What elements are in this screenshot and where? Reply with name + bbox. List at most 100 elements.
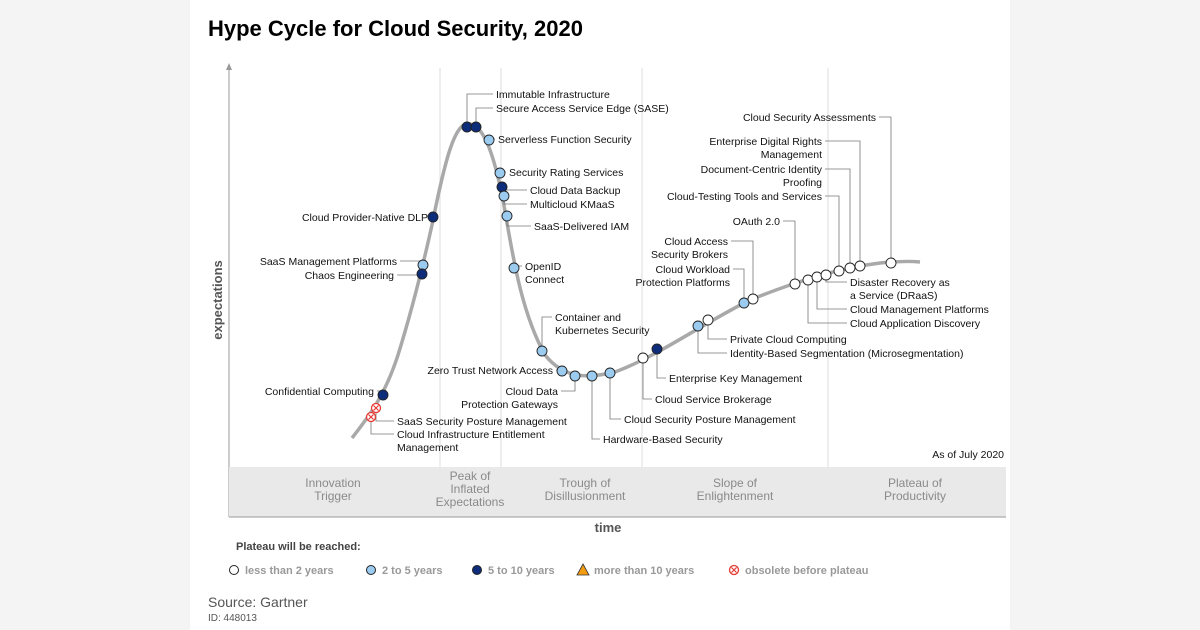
y-axis-arrow-icon [226,63,232,70]
leader-line [807,280,847,324]
chaos-engineering-label: Chaos Engineering [305,270,394,282]
phase-label: Peak of Inflated Expectations [436,469,505,509]
secure-access-service-edge-sase-label: Secure Access Service Edge (SASE) [496,103,669,115]
leader-line [475,107,493,127]
confidential-computing-marker [377,389,389,401]
multicloud-kmaas-label: Multicloud KMaaS [530,199,615,211]
hype-cycle-card [190,0,1010,630]
enterprise-key-management-marker [651,343,663,355]
legend-item-gt10: more than 10 years [576,563,694,577]
openid-connect-label: OpenID Connect [525,261,564,286]
leader-line [370,417,394,435]
enterprise-key-management-label: Enterprise Key Management [669,373,802,385]
as-of-date: As of July 2020 [932,449,1004,461]
leader-line [733,268,745,303]
cloud-management-platforms-label: Cloud Management Platforms [850,304,989,316]
zero-trust-network-access-label: Zero Trust Network Access [428,365,553,377]
cloud-application-discovery-label: Cloud Application Discovery [850,318,981,330]
cloud-data-protection-gateways-label: Cloud Data Protection Gateways [461,386,558,411]
openid-connect-marker [508,262,520,274]
disaster-recovery-as-a-service-draas-label: Disaster Recovery as a Service (DRaaS) [850,277,950,302]
phase-label: Trough of Disillusionment [545,476,626,503]
legend-item-obsolete: obsolete before plateau [728,564,868,577]
circle-icon [229,565,239,575]
legend-label: less than 2 years [245,565,334,577]
legend-item-2to5: 2 to 5 years [366,565,443,577]
leader-line [783,220,796,284]
enterprise-digital-rights-management-marker [854,260,866,272]
cloud-workload-protection-platforms-label: Cloud Workload Protection Platforms [635,264,730,289]
leader-line [825,168,851,268]
cloud-workload-protection-platforms-marker [738,297,750,309]
leader-line [642,358,652,400]
multicloud-kmaas-marker [498,190,510,202]
leader-line [466,93,493,127]
source-text: Source: Gartner [208,594,308,610]
container-and-kubernetes-security-marker [536,345,548,357]
serverless-function-security-marker [483,134,495,146]
legend-heading: Plateau will be reached: [236,541,361,553]
chart-title: Hype Cycle for Cloud Security, 2020 [208,16,583,41]
legend-label: 5 to 10 years [488,565,555,577]
chaos-engineering-marker [416,268,428,280]
triangle-icon [576,563,590,576]
leader-line [825,140,861,266]
leader-line [591,376,600,440]
cloud-data-protection-gateways-marker [569,370,581,382]
legend-label: 2 to 5 years [382,565,443,577]
cloud-service-brokerage-marker [637,352,649,364]
hardware-based-security-label: Hardware-Based Security [603,434,723,446]
serverless-function-security-label: Serverless Function Security [498,134,632,146]
legend-label: more than 10 years [594,565,694,577]
secure-access-service-edge-sase-marker [470,121,482,133]
leader-line [731,240,754,299]
cloud-management-platforms-marker [811,271,823,283]
cloud-service-brokerage-label: Cloud Service Brokerage [655,394,772,406]
immutable-infrastructure-marker [461,121,473,133]
security-rating-services-marker [494,167,506,179]
cloud-infrastructure-entitlement-management-label: Cloud Infrastructure Entitlement Manageme… [397,429,545,454]
x-axis-label: time [595,520,622,535]
zero-trust-network-access-marker [556,365,568,377]
immutable-infrastructure-label: Immutable Infrastructure [496,89,610,101]
leader-line [609,373,621,420]
hardware-based-security-marker [586,370,598,382]
saas-security-posture-management-marker [370,402,382,414]
cloud-data-backup-marker [496,181,508,193]
leader-line [656,349,666,379]
cloud-security-posture-management-label: Cloud Security Posture Management [624,414,796,426]
phase-band [229,467,1006,517]
document-centric-identity-proofing-label: Document-Centric Identity Proofing [701,164,823,189]
leader-line [816,277,847,310]
leader-line [697,326,727,354]
security-rating-services-label: Security Rating Services [509,167,623,179]
phase-label: Innovation Trigger [305,476,360,503]
cloud-access-security-brokers-label: Cloud Access Security Brokers [651,236,728,261]
saas-security-posture-management-label: SaaS Security Posture Management [397,416,567,428]
cloud-security-assessments-label: Cloud Security Assessments [743,112,876,124]
hype-curve [350,122,921,440]
legend-item-lt2: less than 2 years [229,565,334,577]
cloud-application-discovery-marker [802,274,814,286]
cloud-provider-native-dlp-marker [427,211,439,223]
private-cloud-computing-marker [702,314,714,326]
legend-item-5to10: 5 to 10 years [472,565,555,577]
cloud-infrastructure-entitlement-management-marker [365,411,377,423]
cloud-security-assessments-marker [885,257,897,269]
container-and-kubernetes-security-label: Container and Kubernetes Security [555,312,650,337]
cloud-provider-native-dlp-label: Cloud Provider-Native DLP [302,212,428,224]
cloud-access-security-brokers-marker [747,293,759,305]
cloud-data-backup-label: Cloud Data Backup [530,185,621,197]
document-centric-identity-proofing-marker [844,262,856,274]
cloud-testing-tools-and-services-label: Cloud-Testing Tools and Services [667,191,822,203]
identity-based-segmentation-microsegmentation-label: Identity-Based Segmentation (Microsegmen… [730,348,963,360]
circle-icon [472,565,482,575]
disaster-recovery-as-a-service-draas-marker [820,269,832,281]
phase-label: Slope of Enlightenment [697,476,774,503]
phase-label: Plateau of Productivity [884,476,946,503]
document-id: ID: 448013 [208,613,257,624]
oauth-2-0-label: OAuth 2.0 [733,216,780,228]
saas-delivered-iam-marker [501,210,513,222]
cloud-security-posture-management-marker [604,367,616,379]
